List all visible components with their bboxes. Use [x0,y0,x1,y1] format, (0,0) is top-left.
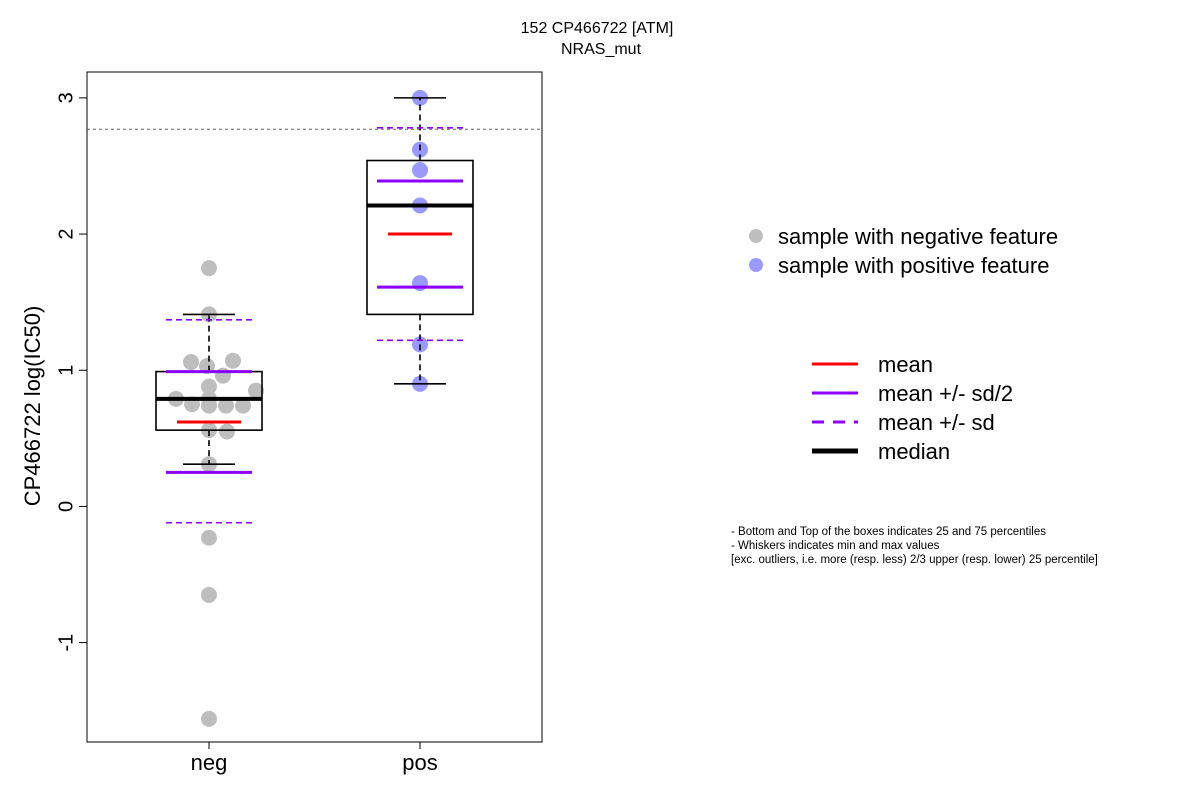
chart-title: 152 CP466722 [ATM] [521,20,674,37]
data-point [201,260,217,277]
y-axis-label: CP466722 log(IC50) [20,306,45,507]
footnote-line: [exc. outliers, i.e. more (resp. less) 2… [731,554,1098,567]
x-tick-label: neg [191,750,228,775]
data-point [201,397,217,414]
x-tick-label: pos [402,750,437,775]
legend-line-label: mean +/- sd [878,410,995,435]
data-point [225,352,241,369]
legend-point-label: sample with positive feature [778,253,1049,278]
legend-line-label: mean [878,352,933,377]
chart-subtitle: NRAS_mut [561,41,642,58]
footnotes: - Bottom and Top of the boxes indicates … [731,525,1098,568]
data-point [219,423,235,440]
legend-point-marker [749,229,763,243]
data-point [201,586,217,603]
data-point [183,354,199,371]
footnote-line: - Whiskers indicates min and max values [731,540,940,553]
footnote-line: - Bottom and Top of the boxes indicates … [731,526,1046,538]
y-tick-label: 2 [55,228,77,239]
box [366,159,474,316]
legend-point-label: sample with negative feature [778,224,1058,249]
legend-line-label: mean +/- sd/2 [878,381,1013,406]
data-point [201,378,217,395]
y-tick-label: 0 [55,501,77,512]
data-point [412,275,428,292]
data-point [412,336,428,353]
plot-area: -1 0 1 2 3 neg pos [55,71,543,775]
legend: sample with negative feature sample with … [749,224,1058,464]
plot-frame [86,71,543,743]
data-point [218,397,234,414]
y-tick-label: -1 [55,634,77,652]
y-tick-label: 3 [55,92,77,103]
data-point [201,710,217,727]
legend-line-label: median [878,439,950,464]
y-tick-label: 1 [55,365,77,376]
legend-point-marker [749,258,763,272]
data-point [235,397,251,414]
data-point [215,367,231,384]
data-point [412,162,428,179]
data-point [201,529,217,546]
data-point [248,382,264,399]
